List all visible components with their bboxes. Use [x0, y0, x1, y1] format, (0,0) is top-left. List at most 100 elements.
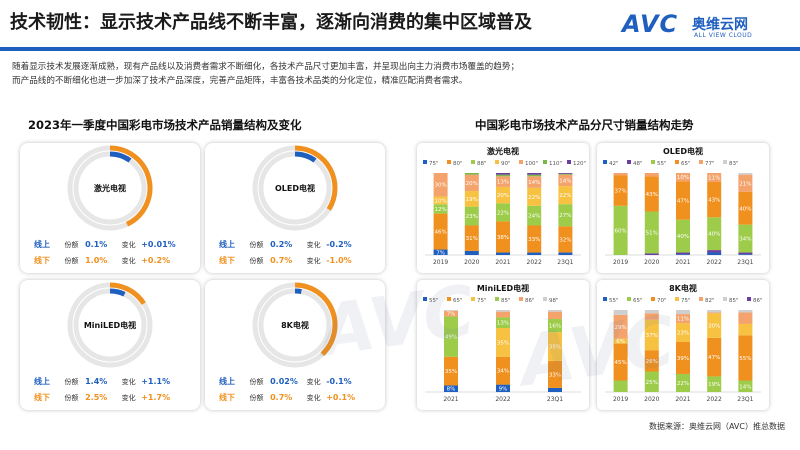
data-label: 11%: [708, 176, 720, 182]
legend-swatch: [495, 160, 499, 164]
x-tick-label: 2021: [675, 259, 690, 266]
bar-segment: [433, 196, 448, 205]
share-label: 份额: [64, 378, 79, 386]
legend-label: 42": [609, 161, 619, 167]
bar-segment: [548, 360, 562, 388]
online-row: 线上 份额 0.02% 变化 -0.1%: [219, 376, 352, 387]
offline-change: -1.0%: [326, 256, 352, 265]
x-tick-label: 23Q1: [737, 396, 753, 403]
data-label: 22%: [528, 195, 540, 201]
legend-swatch: [543, 160, 547, 164]
bar-segment: [558, 173, 573, 175]
data-label: 20%: [466, 181, 478, 187]
legend-label: 65": [453, 298, 463, 304]
legend-swatch: [447, 297, 451, 301]
offline-label: 线下: [34, 393, 50, 402]
ring-offline: [294, 145, 338, 211]
legend-swatch: [543, 297, 547, 301]
bar-segment: [496, 310, 510, 312]
donut-chart: [67, 282, 153, 368]
x-tick-label: 23Q1: [557, 259, 573, 266]
legend-swatch: [423, 297, 427, 301]
donut-chart: [67, 145, 153, 231]
bar-segment: [496, 317, 510, 329]
bar-segment: [433, 249, 448, 255]
data-label: 34%: [497, 369, 509, 375]
bar-segment: [613, 314, 628, 339]
data-label: 14%: [528, 180, 540, 186]
x-tick-label: 2021: [495, 259, 510, 266]
data-source: 数据来源：奥维云网（AVC）推总数据: [648, 422, 785, 431]
data-label: 29%: [614, 325, 626, 331]
bar-segment: [433, 213, 448, 250]
legend-label: 85": [501, 298, 511, 304]
bar-segment: [676, 314, 690, 324]
data-label: 19%: [466, 197, 478, 203]
change-label: 变化: [306, 394, 321, 402]
data-label: 23%: [466, 214, 478, 220]
bar-segment: [527, 176, 542, 188]
chart-title: 8K电视: [669, 283, 697, 293]
bar-segment: [444, 310, 458, 311]
online-share: 0.1%: [85, 240, 108, 249]
legend-swatch: [747, 297, 751, 301]
left-section-title: 2023年一季度中国彩电市场技术产品销量结构及变化: [28, 118, 302, 132]
bar-segment: [707, 313, 722, 338]
tech-name: 8K电视: [281, 321, 309, 330]
bar-segment: [707, 337, 722, 377]
legend-swatch: [423, 160, 427, 164]
x-tick-label: 2022: [707, 259, 722, 266]
tech-card: MiniLED电视 线上 份额 1.4% 变化 +1.1% 线下 份额 2.5%…: [20, 280, 200, 410]
share-label: 份额: [249, 394, 264, 402]
data-label: 13%: [497, 321, 509, 327]
tech-card: 8K电视 线上 份额 0.02% 变化 -0.1% 线下 份额 0.7% 变化 …: [205, 280, 385, 410]
ring-online: [109, 288, 126, 297]
bar-segment: [496, 203, 510, 222]
offline-label: 线下: [34, 256, 50, 265]
data-label: 25%: [646, 380, 658, 386]
laser-chart-card: 激光电视 75" 80" 88" 90" 100" 110" 120" 7% 46% 12% 10% 3…: [417, 143, 589, 273]
data-label: 24%: [528, 214, 540, 220]
bar-segment: [676, 219, 690, 253]
legend-swatch: [723, 297, 727, 301]
data-label: 16%: [549, 324, 561, 330]
bar-segment: [738, 380, 753, 392]
bar-segment: [496, 176, 510, 187]
oled-chart: OLED电视 42" 48" 55" 65" 77" 83" 60% 37% 2019 51% 43%…: [603, 146, 761, 266]
offline-change: +1.7%: [141, 393, 171, 402]
bar-segment: [558, 204, 573, 227]
online-change: +0.01%: [141, 240, 176, 249]
data-label: 10%: [434, 198, 446, 204]
legend-swatch: [627, 160, 631, 164]
x-tick-label: 23Q1: [547, 396, 563, 403]
bar-segment: [496, 173, 510, 175]
logo-cn-text: 奥维云网: [692, 17, 748, 33]
share-label: 份额: [249, 257, 264, 265]
bar-segment: [707, 376, 722, 392]
bar-segment: [464, 173, 479, 175]
change-label: 变化: [306, 257, 321, 265]
data-label: 19%: [708, 382, 720, 388]
data-label: 33%: [528, 237, 540, 243]
bar-segment: [548, 319, 562, 333]
logo-mark: AVC: [622, 10, 679, 38]
data-label: 55%: [739, 356, 751, 362]
data-label: 6%: [616, 339, 625, 345]
share-label: 份额: [64, 257, 79, 265]
chart-title: OLED电视: [663, 146, 703, 156]
legend-swatch: [651, 160, 655, 164]
bar-segment: [558, 173, 573, 174]
x-tick-label: 2019: [433, 259, 448, 266]
logo-en-text: ALL VIEW CLOUD: [694, 32, 753, 39]
legend-swatch: [699, 297, 703, 301]
legend-label: 86": [753, 298, 763, 304]
data-label: 40%: [708, 232, 720, 238]
change-label: 变化: [121, 378, 136, 386]
data-label: 35%: [445, 369, 457, 375]
laser-chart: 激光电视 75" 80" 88" 90" 100" 110" 120" 7% 46% 12% 10% 3…: [423, 146, 586, 266]
legend-label: 55": [657, 161, 667, 167]
legend-label: 88": [477, 161, 487, 167]
bar-segment: [496, 174, 510, 177]
offline-row: 线下 份额 1.0% 变化 +0.2%: [34, 255, 170, 266]
x-tick-label: 2019: [613, 259, 628, 266]
